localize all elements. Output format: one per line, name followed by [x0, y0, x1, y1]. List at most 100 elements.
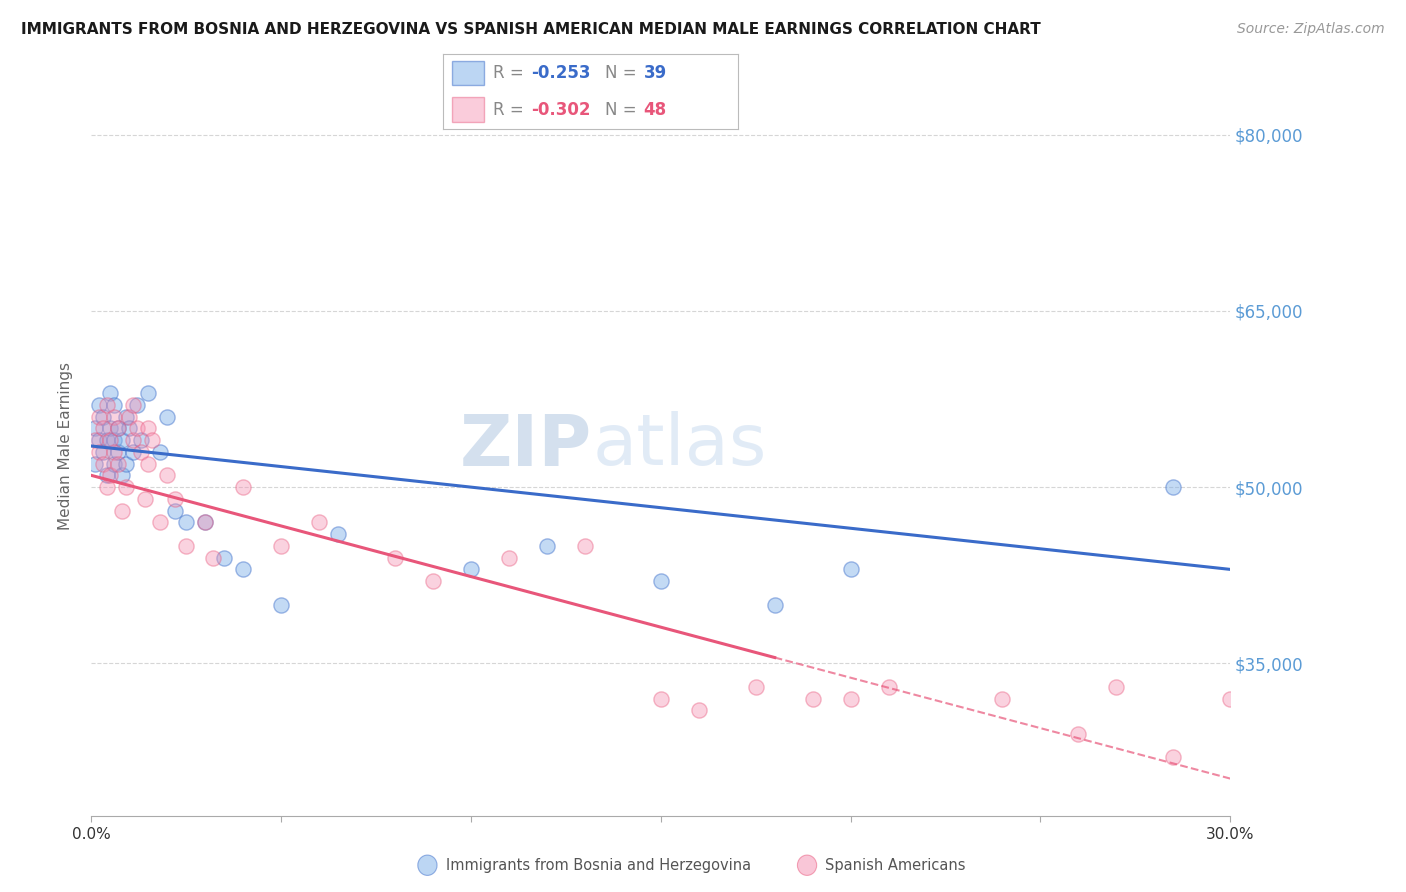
- Point: [574, 539, 596, 553]
- Point: [384, 550, 406, 565]
- Point: [118, 421, 141, 435]
- Text: R =: R =: [494, 64, 529, 82]
- Point: [87, 445, 110, 459]
- Point: [498, 550, 520, 565]
- Text: -0.253: -0.253: [531, 64, 591, 82]
- Point: [125, 421, 148, 435]
- Point: [114, 457, 136, 471]
- Point: [763, 598, 786, 612]
- Point: [1219, 691, 1241, 706]
- Point: [877, 680, 900, 694]
- Text: Source: ZipAtlas.com: Source: ZipAtlas.com: [1237, 22, 1385, 37]
- Point: [801, 691, 824, 706]
- Point: [111, 433, 134, 447]
- FancyBboxPatch shape: [451, 62, 484, 86]
- Point: [118, 409, 141, 424]
- Point: [134, 491, 156, 506]
- Point: [84, 457, 107, 471]
- Point: [141, 433, 163, 447]
- Text: N =: N =: [606, 64, 643, 82]
- Point: [129, 433, 152, 447]
- Point: [201, 550, 224, 565]
- Point: [1105, 680, 1128, 694]
- Point: [745, 680, 768, 694]
- Point: [125, 398, 148, 412]
- Text: IMMIGRANTS FROM BOSNIA AND HERZEGOVINA VS SPANISH AMERICAN MEDIAN MALE EARNINGS : IMMIGRANTS FROM BOSNIA AND HERZEGOVINA V…: [21, 22, 1040, 37]
- Point: [96, 480, 118, 494]
- Point: [1161, 750, 1184, 764]
- Point: [107, 421, 129, 435]
- Point: [103, 457, 125, 471]
- Point: [214, 550, 236, 565]
- Point: [91, 421, 114, 435]
- Point: [326, 527, 349, 541]
- Point: [138, 457, 160, 471]
- Point: [308, 516, 330, 530]
- Point: [194, 516, 217, 530]
- Point: [688, 703, 710, 717]
- Point: [174, 516, 197, 530]
- Point: [163, 491, 186, 506]
- Point: [111, 468, 134, 483]
- Point: [103, 409, 125, 424]
- Point: [163, 503, 186, 517]
- Point: [87, 433, 110, 447]
- Point: [149, 445, 172, 459]
- Point: [111, 503, 134, 517]
- Point: [96, 398, 118, 412]
- Point: [270, 539, 292, 553]
- Circle shape: [797, 855, 817, 875]
- Point: [149, 516, 172, 530]
- Point: [536, 539, 558, 553]
- Point: [422, 574, 444, 589]
- Circle shape: [418, 855, 437, 875]
- Text: Spanish Americans: Spanish Americans: [825, 858, 966, 872]
- Point: [460, 562, 482, 576]
- Point: [91, 445, 114, 459]
- Point: [84, 433, 107, 447]
- Point: [103, 433, 125, 447]
- Point: [103, 398, 125, 412]
- Text: atlas: atlas: [592, 411, 766, 481]
- Point: [156, 468, 179, 483]
- Point: [96, 468, 118, 483]
- Point: [98, 421, 121, 435]
- Point: [107, 457, 129, 471]
- Text: 48: 48: [644, 101, 666, 119]
- Point: [174, 539, 197, 553]
- Point: [107, 445, 129, 459]
- Point: [650, 691, 672, 706]
- Point: [91, 409, 114, 424]
- Point: [107, 421, 129, 435]
- Point: [129, 445, 152, 459]
- Point: [122, 445, 145, 459]
- Text: Immigrants from Bosnia and Herzegovina: Immigrants from Bosnia and Herzegovina: [446, 858, 751, 872]
- Point: [991, 691, 1014, 706]
- Point: [91, 457, 114, 471]
- Point: [84, 421, 107, 435]
- Point: [270, 598, 292, 612]
- Point: [98, 386, 121, 401]
- Point: [156, 409, 179, 424]
- Text: ZIP: ZIP: [460, 411, 592, 481]
- Point: [122, 398, 145, 412]
- Point: [1161, 480, 1184, 494]
- Point: [87, 398, 110, 412]
- Text: N =: N =: [606, 101, 643, 119]
- Point: [839, 562, 862, 576]
- Point: [232, 480, 254, 494]
- Point: [138, 421, 160, 435]
- Point: [98, 468, 121, 483]
- Point: [96, 433, 118, 447]
- Point: [138, 386, 160, 401]
- Point: [87, 409, 110, 424]
- Text: -0.302: -0.302: [531, 101, 591, 119]
- FancyBboxPatch shape: [451, 97, 484, 122]
- Point: [1067, 727, 1090, 741]
- Point: [194, 516, 217, 530]
- Point: [98, 433, 121, 447]
- Point: [839, 691, 862, 706]
- Text: 39: 39: [644, 64, 666, 82]
- Point: [103, 445, 125, 459]
- Point: [114, 480, 136, 494]
